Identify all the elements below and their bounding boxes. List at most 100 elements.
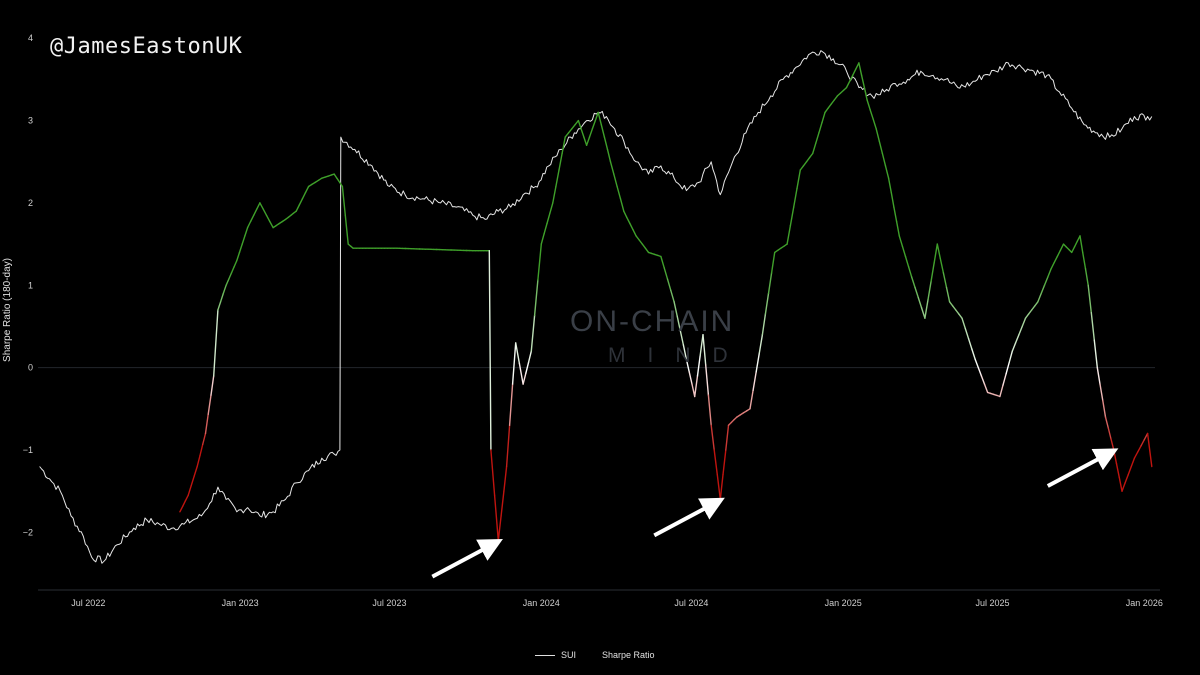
- x-tick-label: Jul 2022: [71, 598, 105, 608]
- sharpe-ratio-segment: [505, 424, 511, 468]
- legend-item-sui[interactable]: SUI: [535, 650, 576, 660]
- sharpe-ratio-segment: [537, 243, 542, 281]
- sharpe-ratio-segment: [696, 354, 701, 377]
- sharpe-ratio-segment: [644, 247, 650, 254]
- sharpe-ratio-segment: [702, 334, 707, 366]
- sharpe-ratio-segment: [948, 301, 954, 307]
- sharpe-ratio-segment: [558, 152, 563, 171]
- sharpe-ratio-segment: [812, 142, 817, 155]
- sharpe-ratio-segment: [974, 358, 979, 369]
- legend-item-sharpe[interactable]: Sharpe Ratio: [602, 650, 655, 660]
- sharpe-ratio-segment: [1130, 457, 1136, 468]
- sharpe-ratio-segment: [201, 432, 207, 446]
- sharpe-ratio-segment: [493, 494, 499, 542]
- sharpe-ratio-segment: [1040, 284, 1046, 295]
- sharpe-ratio-segment: [187, 485, 192, 496]
- sharpe-ratio-segment: [1018, 325, 1023, 336]
- sharpe-ratio-segment: [1087, 284, 1093, 314]
- sharpe-ratio-segment: [190, 475, 195, 487]
- sharpe-ratio-segment: [561, 136, 566, 155]
- sharpe-ratio-segment: [217, 301, 222, 311]
- sharpe-ratio-segment: [878, 140, 884, 155]
- sharpe-ratio-segment: [1047, 268, 1052, 278]
- sharpe-ratio-segment: [815, 132, 820, 144]
- y-axis-label: Sharpe Ratio (180-day): [2, 258, 13, 362]
- sharpe-ratio-segment: [699, 334, 704, 356]
- sharpe-ratio-segment: [713, 449, 718, 476]
- sharpe-ratio-segment: [895, 220, 900, 237]
- sharpe-ratio-segment: [333, 173, 338, 179]
- sharpe-ratio-segment: [852, 68, 857, 77]
- sharpe-ratio-segment: [952, 305, 957, 311]
- sharpe-ratio-segment: [980, 375, 986, 385]
- sharpe-ratio-segment: [196, 454, 201, 468]
- sharpe-ratio-segment: [955, 309, 960, 315]
- sharpe-ratio-segment: [863, 86, 868, 101]
- sharpe-ratio-segment: [1127, 465, 1133, 476]
- y-tick-label: 4: [28, 33, 33, 43]
- sharpe-ratio-segment: [210, 375, 215, 396]
- sharpe-ratio-segment: [1107, 427, 1112, 440]
- sharpe-ratio-segment: [670, 289, 675, 303]
- y-tick-label: 0: [28, 363, 33, 373]
- sharpe-ratio-segment: [1030, 305, 1036, 311]
- x-tick-label: Jan 2023: [222, 598, 259, 608]
- sharpe-ratio-segment: [884, 165, 890, 179]
- sharpe-ratio-segment: [222, 284, 227, 295]
- sharpe-ratio-segment: [688, 371, 693, 385]
- sharpe-ratio-segment: [503, 465, 508, 492]
- sharpe-ratio-segment: [571, 123, 576, 130]
- sharpe-ratio-segment: [1099, 383, 1104, 402]
- sharpe-ratio-segment: [238, 243, 243, 254]
- sharpe-ratio-segment: [761, 313, 767, 336]
- sharpe-ratio-segment: [770, 251, 776, 274]
- sharpe-ratio-segment: [603, 136, 609, 151]
- sharpe-ratio-segment: [1124, 474, 1129, 484]
- sharpe-ratio-segment: [233, 259, 238, 268]
- sharpe-ratio-segment: [567, 128, 573, 134]
- sharpe-ratio-segment: [1053, 255, 1059, 264]
- sharpe-ratio-segment: [341, 185, 346, 217]
- sharpe-ratio-segment: [184, 494, 189, 502]
- x-tick-label: Jan 2025: [825, 598, 862, 608]
- sharpe-ratio-segment: [207, 394, 212, 415]
- sharpe-ratio-segment: [344, 214, 349, 245]
- sharpe-ratio-segment: [1136, 445, 1142, 453]
- sharpe-ratio-segment: [256, 202, 261, 210]
- sharpe-ratio-segment: [805, 156, 811, 163]
- sharpe-ratio-segment: [802, 161, 808, 167]
- y-tick-label: 3: [28, 116, 33, 126]
- x-tick-label: Jul 2024: [674, 598, 708, 608]
- sharpe-ratio-segment: [525, 361, 530, 374]
- sharpe-ratio-segment: [1002, 373, 1007, 386]
- sharpe-ratio-segment: [515, 342, 521, 365]
- sharpe-ratio-segment: [705, 364, 710, 396]
- sharpe-ratio-segment: [663, 267, 669, 280]
- sharpe-ratio-segment: [917, 296, 923, 309]
- sharpe-ratio-segment: [1059, 243, 1065, 252]
- sharpe-ratio-segment: [1110, 438, 1115, 451]
- sharpe-ratio-segment: [848, 74, 854, 83]
- brand-watermark-title: ON-CHAIN: [570, 305, 735, 338]
- sharpe-ratio-segment: [265, 214, 271, 223]
- sharpe-ratio-segment: [1140, 439, 1146, 447]
- sharpe-ratio-segment: [249, 214, 255, 223]
- sharpe-ratio-segment: [1050, 261, 1055, 270]
- sharpe-ratio-segment: [830, 99, 835, 105]
- brand-watermark-subtitle: MIND: [608, 344, 750, 367]
- x-tick-label: Jan 2024: [523, 598, 560, 608]
- sharpe-ratio-segment: [942, 272, 948, 289]
- sharpe-ratio-segment: [958, 313, 963, 319]
- sharpe-ratio-segment: [808, 152, 814, 159]
- sharpe-ratio-segment: [767, 272, 773, 295]
- legend-label-sharpe: Sharpe Ratio: [602, 650, 655, 660]
- sharpe-ratio-segment: [673, 301, 678, 317]
- sharpe-ratio-segment: [199, 443, 204, 457]
- y-tick-label: 1: [28, 280, 33, 290]
- sharpe-ratio-segment: [635, 235, 640, 241]
- sharpe-ratio-segment: [860, 74, 866, 89]
- sharpe-ratio-segment: [564, 132, 570, 138]
- sharpe-ratio-segment: [225, 278, 230, 286]
- sharpe-ratio-segment: [1104, 416, 1110, 429]
- sharpe-ratio-segment: [722, 449, 727, 476]
